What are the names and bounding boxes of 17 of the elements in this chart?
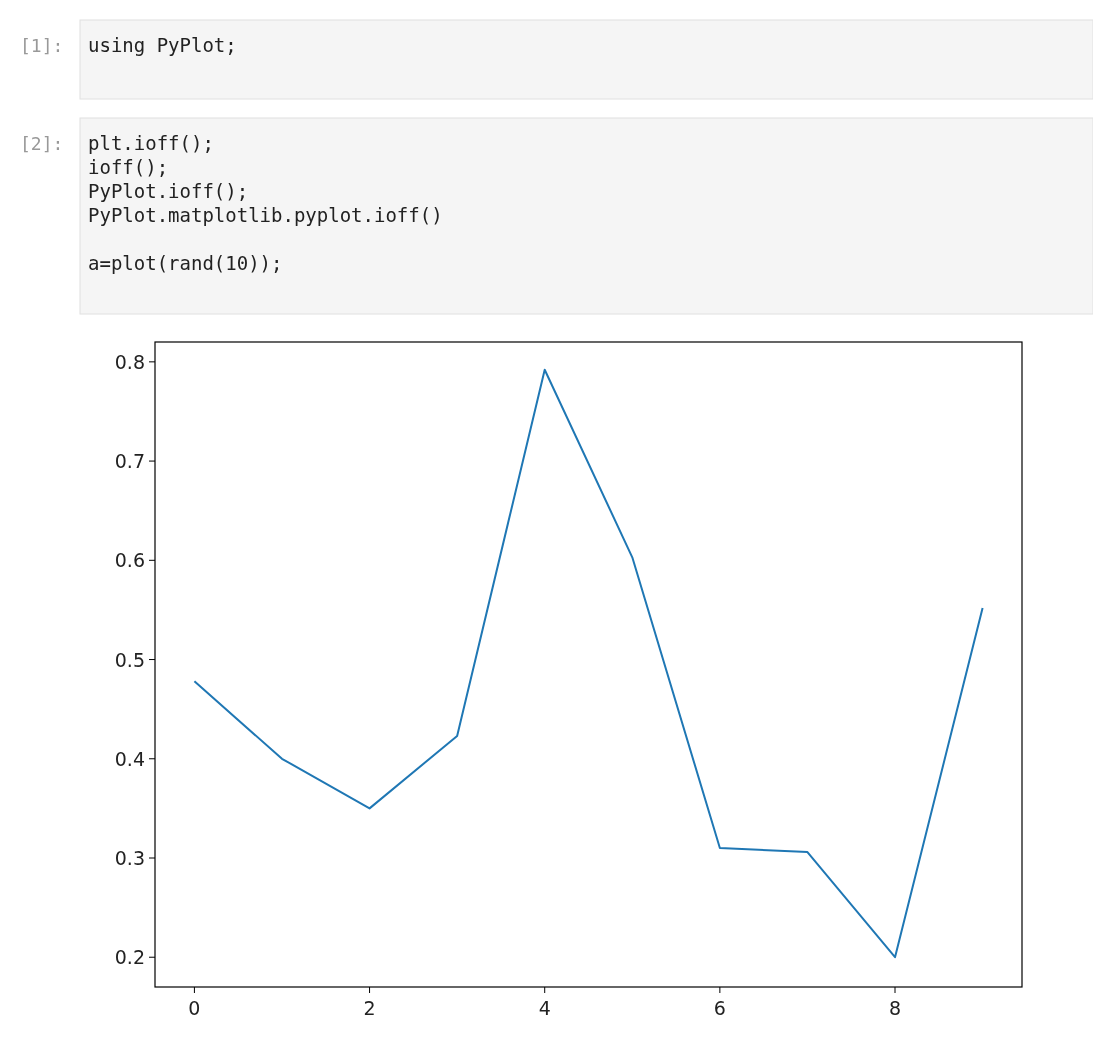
x-tick-label: 6 — [713, 997, 726, 1019]
x-tick-label: 0 — [188, 997, 201, 1019]
y-tick-label: 0.2 — [114, 946, 145, 969]
y-tick-label: 0.3 — [114, 847, 145, 869]
y-tick-label: 0.7 — [114, 450, 145, 473]
y-tick-label: 0.5 — [114, 648, 145, 671]
x-tick-label: 8 — [888, 997, 902, 1019]
text: [2]: — [20, 133, 64, 154]
x-tick-label: 4 — [538, 997, 551, 1019]
line-series — [193, 368, 984, 959]
y-tick-label: 0.6 — [114, 549, 145, 572]
x-tick-label: 2 — [363, 997, 376, 1019]
text: using PyPlot; — [88, 34, 237, 56]
text: plt.ioff(); ioff(); PyPlot.ioff(); PyPlot.matplotlib.pyplot.ioff() a=plot(rand(10)); — [88, 132, 443, 274]
y-tick-label: 0.4 — [114, 747, 145, 770]
text: [1]: — [20, 35, 64, 56]
y-tick-label: 0.8 — [114, 350, 145, 373]
